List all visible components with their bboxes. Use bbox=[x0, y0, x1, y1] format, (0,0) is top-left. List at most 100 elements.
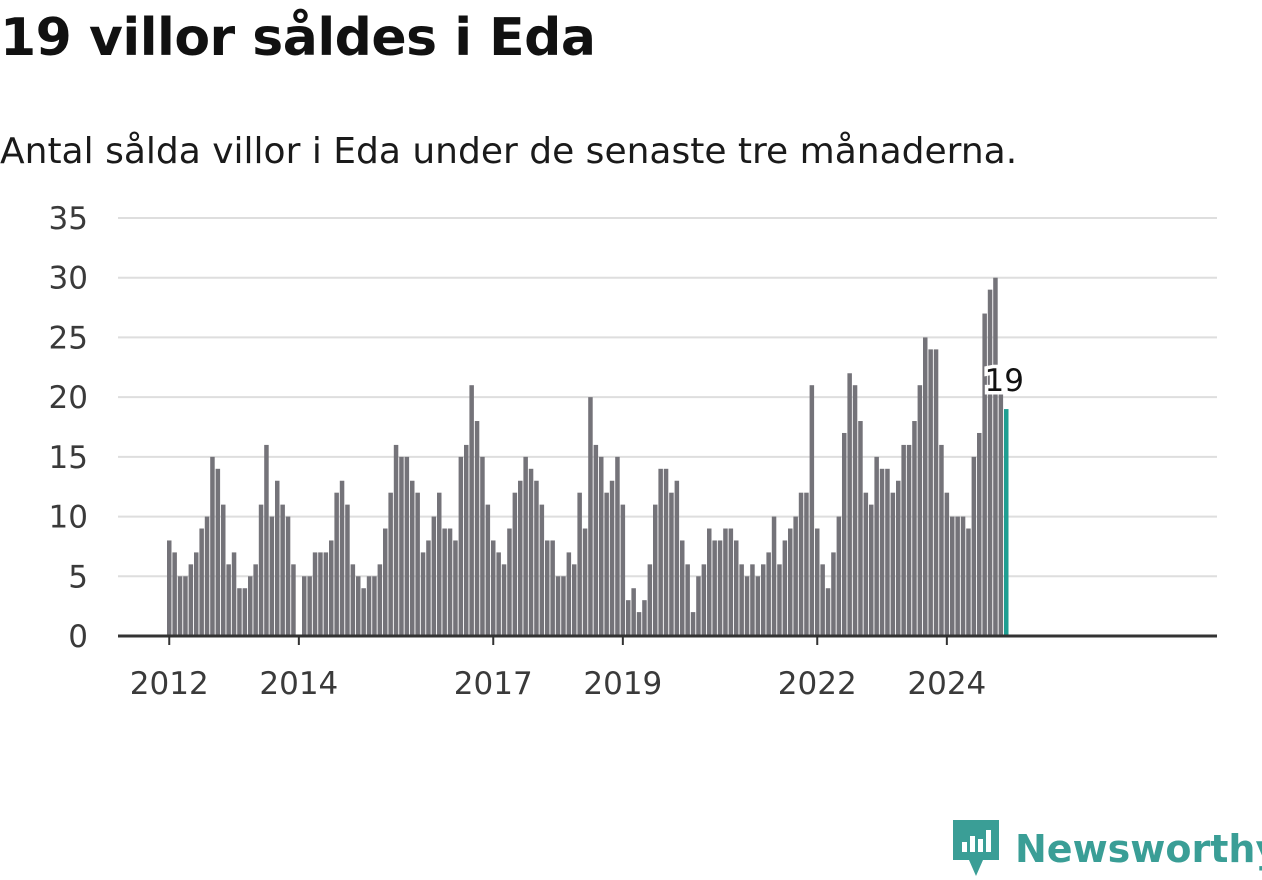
bar bbox=[372, 576, 377, 636]
bar bbox=[334, 492, 339, 636]
y-tick-label: 0 bbox=[68, 619, 88, 655]
bar bbox=[415, 492, 420, 636]
bar bbox=[323, 552, 329, 636]
bar bbox=[609, 480, 615, 636]
bar bbox=[566, 552, 572, 636]
bar bbox=[653, 504, 658, 636]
bar bbox=[960, 516, 966, 636]
bar bbox=[663, 468, 669, 636]
bar bbox=[701, 564, 707, 636]
bar bbox=[885, 468, 890, 636]
bar bbox=[437, 492, 442, 636]
bar bbox=[248, 576, 253, 636]
bar bbox=[858, 421, 863, 636]
bar bbox=[318, 552, 323, 636]
bar bbox=[442, 528, 447, 636]
bar bbox=[291, 564, 296, 636]
bar bbox=[545, 540, 550, 636]
bar bbox=[447, 528, 453, 636]
bar bbox=[599, 456, 604, 636]
bars bbox=[167, 277, 1009, 636]
bar bbox=[512, 492, 518, 636]
bar bbox=[280, 504, 285, 636]
bar bbox=[890, 492, 896, 636]
bar bbox=[723, 528, 728, 636]
bar bbox=[734, 540, 739, 636]
bar bbox=[242, 588, 248, 636]
bar bbox=[480, 456, 485, 636]
bar bbox=[755, 576, 761, 636]
bar bbox=[987, 289, 993, 636]
bar bbox=[620, 504, 626, 636]
x-tick-label: 2012 bbox=[130, 666, 209, 702]
bar bbox=[302, 576, 307, 636]
bar bbox=[215, 468, 221, 636]
bar bbox=[388, 492, 393, 636]
bar bbox=[356, 576, 361, 636]
bar bbox=[982, 313, 987, 636]
bar bbox=[971, 456, 977, 636]
bar bbox=[501, 564, 507, 636]
bar bbox=[825, 588, 831, 636]
bar bbox=[642, 600, 647, 636]
bar bbox=[728, 528, 734, 636]
bar bbox=[696, 576, 701, 636]
axes bbox=[118, 634, 1217, 645]
bar bbox=[626, 600, 631, 636]
bar bbox=[771, 516, 777, 636]
bar bbox=[312, 552, 318, 636]
bar bbox=[869, 504, 874, 636]
bar bbox=[809, 385, 815, 636]
bar bbox=[285, 516, 291, 636]
bar-chart: 0 5 10 15 20 25 30 35 2012 2014 2017 2019 2022 2024 19 bbox=[49, 201, 1217, 702]
bar bbox=[377, 564, 383, 636]
bar bbox=[264, 444, 269, 636]
bar bbox=[269, 516, 275, 636]
grid-lines bbox=[118, 217, 1217, 578]
bar bbox=[469, 385, 474, 636]
bar bbox=[782, 540, 788, 636]
bar bbox=[831, 552, 836, 636]
bar-chart-pin-icon bbox=[953, 820, 999, 876]
bar bbox=[874, 456, 879, 636]
bar bbox=[928, 349, 933, 636]
bar bbox=[901, 444, 906, 636]
bar bbox=[777, 564, 782, 636]
bar bbox=[712, 540, 717, 636]
bar bbox=[258, 504, 264, 636]
y-tick-label: 20 bbox=[49, 380, 88, 416]
bar bbox=[350, 564, 356, 636]
bar bbox=[307, 576, 312, 636]
chart-title: 19 villor såldes i Eda bbox=[0, 8, 596, 68]
bar bbox=[167, 540, 172, 636]
bar bbox=[647, 564, 653, 636]
bar bbox=[950, 516, 955, 636]
bar bbox=[717, 540, 723, 636]
x-tick-label: 2024 bbox=[907, 666, 986, 702]
bar bbox=[761, 564, 766, 636]
bar bbox=[842, 432, 847, 636]
y-tick-label: 35 bbox=[49, 201, 88, 237]
bar bbox=[798, 492, 804, 636]
bar bbox=[593, 444, 599, 636]
bar bbox=[431, 516, 437, 636]
bar bbox=[912, 421, 917, 636]
bar bbox=[518, 480, 523, 636]
bar bbox=[555, 576, 561, 636]
bar bbox=[631, 588, 636, 636]
bar bbox=[966, 528, 971, 636]
bar bbox=[491, 540, 496, 636]
bar bbox=[528, 468, 534, 636]
bar bbox=[955, 516, 960, 636]
bar bbox=[750, 564, 755, 636]
bar bbox=[534, 480, 539, 636]
bar bbox=[420, 552, 426, 636]
bar bbox=[194, 552, 199, 636]
y-tick-label: 25 bbox=[49, 320, 88, 356]
newsworthy-logo: Newsworthy bbox=[951, 818, 1262, 880]
y-tick-label: 30 bbox=[49, 261, 88, 297]
bar bbox=[366, 576, 372, 636]
bar bbox=[879, 468, 885, 636]
brand-name: Newsworthy bbox=[1015, 827, 1262, 871]
bar bbox=[361, 588, 366, 636]
